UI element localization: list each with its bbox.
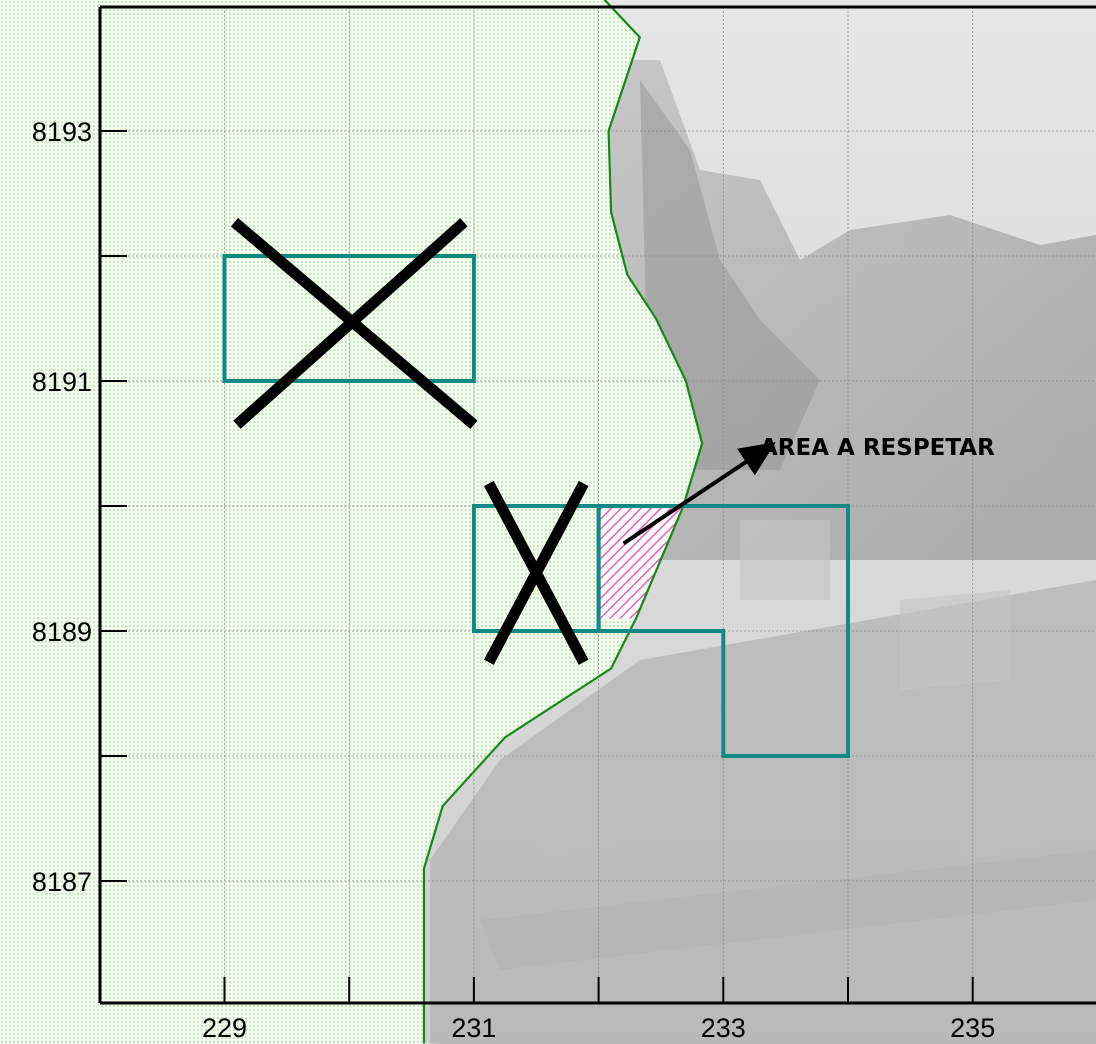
y-tick-label: 8191 (32, 367, 92, 397)
cross-marks (230, 218, 589, 665)
annotation-label: AREA A RESPETAR (760, 435, 995, 461)
x-tick-label: 231 (451, 1013, 496, 1043)
y-tick-label: 8193 (32, 117, 92, 147)
annotation-arrow (622, 442, 776, 546)
x-tick-label: 229 (202, 1013, 247, 1043)
boundary-line (422, 0, 704, 1044)
y-tick-label: 8187 (32, 867, 92, 897)
map-axes (98, 5, 1096, 1005)
y-axis-tick-labels: 8193 8191 8189 8187 (32, 117, 92, 897)
y-tick-label: 8189 (32, 617, 92, 647)
x-axis-tick-labels: 229 231 233 235 (202, 1013, 995, 1043)
protected-area-hatched (598, 506, 684, 619)
x-tick-label: 233 (701, 1013, 746, 1043)
x-tick-label: 235 (950, 1013, 995, 1043)
grid-cell-outlines (222, 254, 850, 758)
concession-outline (596, 504, 850, 758)
cross-mark (484, 480, 589, 665)
crossed-grid-cell (222, 254, 476, 383)
cross-mark (230, 218, 478, 429)
